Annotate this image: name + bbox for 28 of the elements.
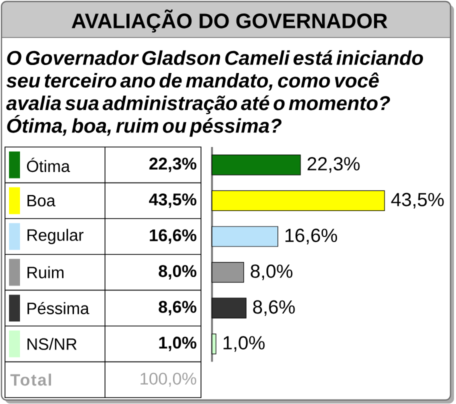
text: Total (10, 374, 52, 386)
text: 100,0% (140, 372, 196, 387)
data-label: 16,6% (150, 229, 196, 244)
y-tick-label: Ótima (26, 158, 70, 172)
bar (212, 154, 301, 176)
data-label: 1,0% (159, 336, 196, 352)
text: 8,0% (250, 264, 292, 280)
y-tick-label: Ruim (28, 266, 64, 278)
bar (212, 298, 246, 318)
y-tick-label: Regular (28, 228, 84, 244)
chart-title: AVALIAÇÃO DO GOVERNADOR (72, 10, 388, 32)
data-label: 43,5% (149, 193, 196, 208)
text: 1,0% (224, 336, 265, 352)
text: 22,3% (308, 157, 360, 173)
data-label: 22,3% (149, 158, 196, 172)
bar (212, 334, 216, 354)
y-tick-label: NS/NR (28, 338, 77, 350)
text: 43,5% (391, 192, 444, 209)
bar (212, 262, 244, 283)
bar (212, 226, 278, 247)
data-label: 8,0% (158, 265, 196, 280)
y-tick-label: Péssima (28, 302, 90, 314)
bar (212, 190, 385, 212)
y-tick-label: Boa (28, 194, 56, 206)
data-label: 8,6% (158, 300, 196, 316)
text: 16,6% (285, 228, 338, 244)
chart-subtitle: O Governador Gladson Cameli está iniciando seu terceiro ano de mandato, como você avalia sua administração até o momento? Ótima, boa, ruim ou péssima? (6, 50, 423, 137)
text: 8,6% (253, 300, 295, 316)
